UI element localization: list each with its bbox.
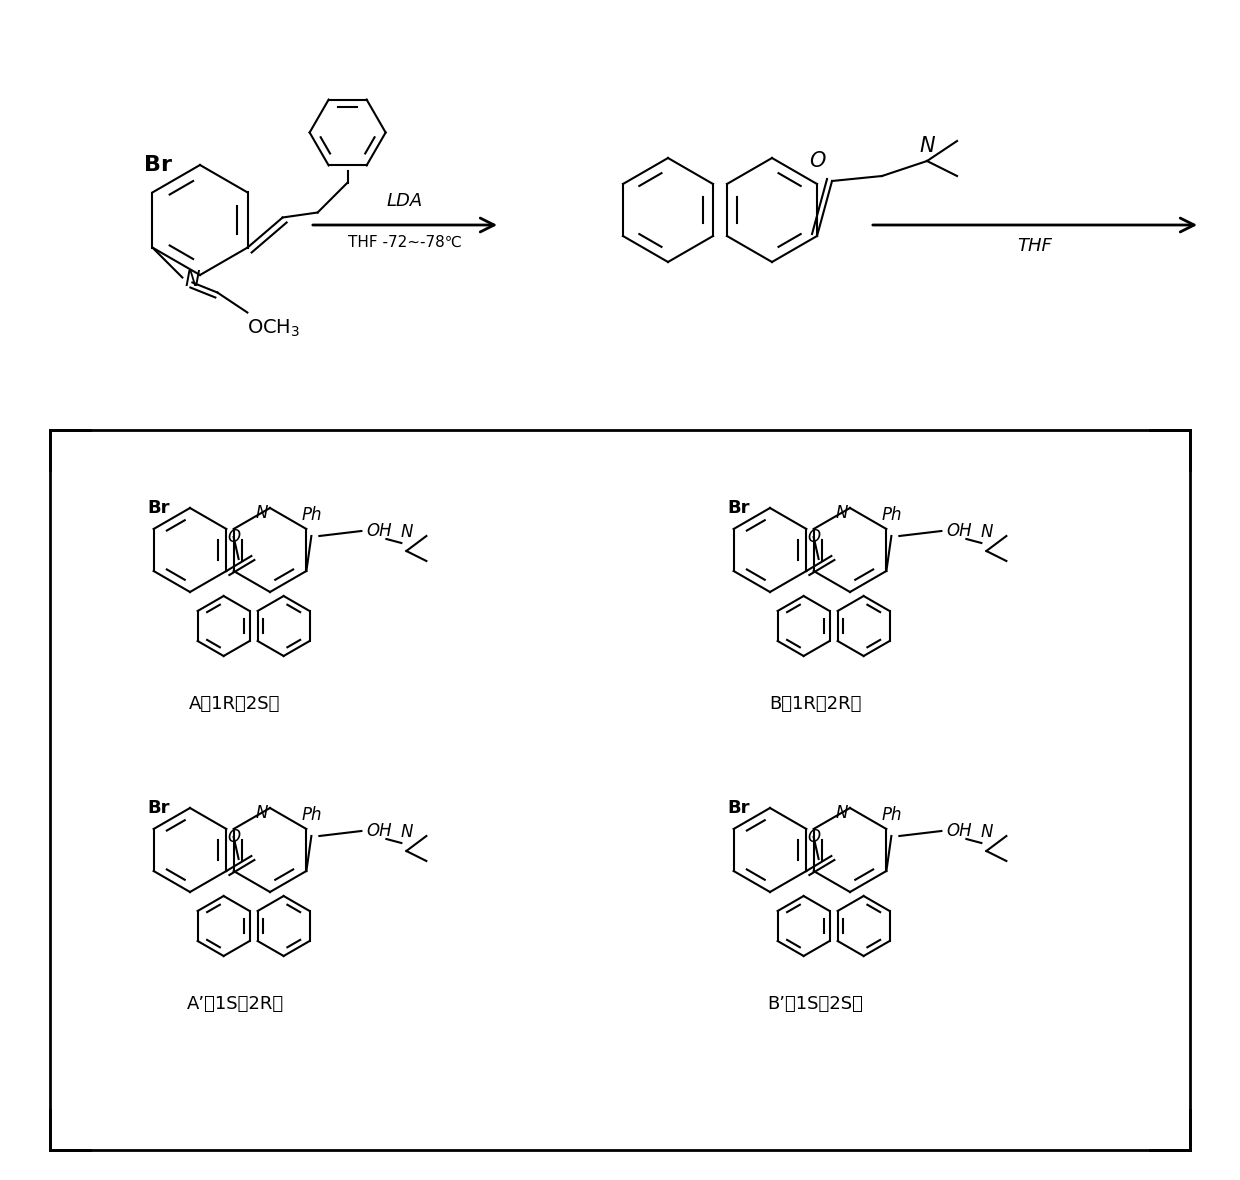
Text: O: O: [807, 828, 820, 846]
Text: LDA: LDA: [387, 192, 423, 210]
Text: B（1R，2R）: B（1R，2R）: [769, 695, 862, 713]
Text: Br: Br: [728, 799, 750, 817]
Text: N: N: [980, 523, 992, 540]
Text: N: N: [185, 269, 200, 289]
Text: Br: Br: [148, 799, 170, 817]
Text: N: N: [255, 504, 268, 522]
Text: O: O: [807, 527, 820, 546]
Text: Ph: Ph: [301, 506, 321, 524]
Text: N: N: [401, 523, 413, 540]
Text: N: N: [919, 136, 935, 156]
Text: N: N: [980, 822, 992, 841]
Text: N: N: [836, 804, 848, 822]
FancyBboxPatch shape: [50, 430, 1190, 1150]
Text: N: N: [836, 504, 848, 522]
Text: B’（1S，2S）: B’（1S，2S）: [768, 995, 863, 1012]
Text: THF: THF: [1018, 237, 1053, 255]
Text: Br: Br: [148, 499, 170, 517]
Text: O: O: [227, 527, 241, 546]
Text: THF -72∼-78℃: THF -72∼-78℃: [348, 235, 463, 250]
Text: Br: Br: [728, 499, 750, 517]
Text: O: O: [808, 151, 826, 171]
Text: N: N: [255, 804, 268, 822]
Text: Ph: Ph: [882, 506, 901, 524]
Text: OCH$_3$: OCH$_3$: [247, 317, 301, 339]
Text: A’（1S，2R）: A’（1S，2R）: [186, 995, 284, 1012]
Text: OH: OH: [946, 822, 972, 840]
Text: O: O: [227, 828, 241, 846]
Text: OH: OH: [366, 522, 392, 540]
Text: Ph: Ph: [882, 806, 901, 824]
Text: A（1R，2S）: A（1R，2S）: [190, 695, 280, 713]
Text: OH: OH: [946, 522, 972, 540]
Text: N: N: [401, 822, 413, 841]
Text: OH: OH: [366, 822, 392, 840]
Text: Br: Br: [144, 155, 172, 175]
Text: Ph: Ph: [301, 806, 321, 824]
